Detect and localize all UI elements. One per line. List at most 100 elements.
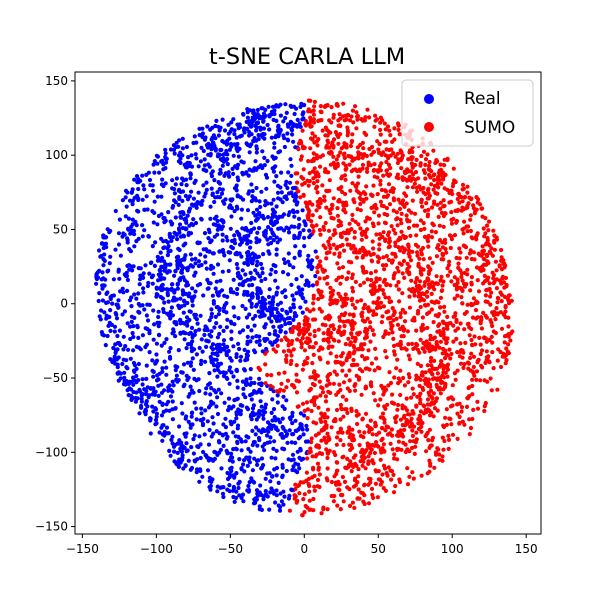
point-real — [216, 387, 221, 392]
point-sumo — [409, 278, 414, 283]
point-sumo — [306, 482, 311, 487]
point-real — [253, 218, 259, 223]
point-real — [281, 502, 286, 507]
point-real — [227, 174, 232, 179]
point-real — [234, 204, 239, 209]
point-real — [250, 282, 255, 288]
point-sumo — [322, 425, 327, 430]
point-real — [175, 286, 180, 291]
point-real — [251, 197, 256, 202]
point-real — [274, 220, 280, 225]
point-sumo — [383, 349, 388, 354]
point-sumo — [384, 147, 389, 152]
point-real — [175, 281, 180, 286]
point-real — [150, 281, 155, 286]
point-real — [207, 427, 212, 433]
point-sumo — [365, 327, 370, 333]
point-sumo — [465, 229, 470, 234]
point-sumo — [489, 246, 494, 251]
point-real — [298, 124, 303, 129]
point-real — [113, 350, 118, 355]
point-sumo — [425, 397, 431, 402]
point-sumo — [429, 229, 434, 234]
point-sumo — [321, 338, 326, 343]
point-sumo — [351, 167, 356, 172]
point-real — [285, 316, 290, 321]
point-sumo — [353, 104, 358, 109]
point-sumo — [418, 218, 423, 223]
legend-label-real: Real — [464, 89, 501, 109]
point-real — [140, 377, 145, 382]
point-real — [144, 194, 149, 199]
point-real — [108, 228, 113, 234]
point-sumo — [471, 364, 476, 370]
point-sumo — [326, 345, 331, 350]
point-real — [229, 336, 234, 342]
point-real — [124, 204, 129, 209]
point-sumo — [504, 346, 509, 351]
point-real — [279, 324, 284, 329]
point-real — [225, 450, 230, 455]
point-sumo — [414, 157, 419, 162]
point-real — [304, 423, 309, 428]
point-sumo — [293, 171, 298, 176]
point-real — [305, 257, 310, 263]
point-real — [225, 141, 230, 146]
point-sumo — [473, 209, 478, 214]
point-sumo — [486, 275, 491, 280]
point-sumo — [384, 282, 389, 287]
point-sumo — [440, 288, 445, 293]
point-real — [292, 214, 297, 219]
point-sumo — [336, 141, 341, 146]
point-sumo — [440, 351, 445, 356]
point-sumo — [313, 341, 318, 346]
point-real — [163, 154, 168, 160]
point-real — [177, 227, 182, 233]
point-real — [186, 331, 192, 336]
point-real — [153, 406, 158, 411]
point-sumo — [359, 392, 364, 397]
point-sumo — [493, 317, 498, 322]
point-sumo — [361, 306, 366, 311]
point-sumo — [300, 328, 305, 333]
point-sumo — [425, 471, 430, 476]
point-sumo — [342, 313, 347, 318]
point-real — [133, 219, 138, 225]
point-real — [259, 305, 264, 310]
point-sumo — [394, 366, 399, 371]
point-sumo — [458, 361, 464, 366]
point-sumo — [335, 206, 340, 211]
point-real — [263, 405, 268, 410]
point-sumo — [309, 436, 314, 441]
point-real — [234, 416, 239, 421]
point-sumo — [378, 199, 383, 204]
point-real — [112, 324, 118, 329]
point-sumo — [323, 394, 328, 399]
point-real — [184, 183, 189, 188]
point-sumo — [383, 428, 388, 433]
point-real — [157, 170, 162, 175]
point-real — [231, 430, 236, 435]
point-sumo — [426, 244, 431, 249]
point-real — [285, 432, 290, 437]
point-real — [129, 304, 134, 309]
point-sumo — [358, 226, 363, 231]
point-sumo — [396, 197, 401, 202]
point-sumo — [306, 183, 311, 188]
point-sumo — [265, 372, 270, 378]
point-sumo — [346, 462, 352, 468]
point-real — [105, 300, 111, 305]
point-real — [263, 428, 268, 433]
point-sumo — [452, 296, 457, 301]
point-sumo — [437, 457, 442, 462]
point-real — [242, 130, 247, 135]
point-real — [128, 249, 133, 254]
point-real — [244, 315, 249, 320]
point-real — [202, 432, 207, 437]
point-sumo — [502, 354, 507, 359]
point-real — [136, 301, 141, 307]
point-real — [310, 283, 315, 288]
point-sumo — [455, 402, 460, 407]
point-real — [253, 432, 258, 437]
point-sumo — [408, 233, 413, 238]
